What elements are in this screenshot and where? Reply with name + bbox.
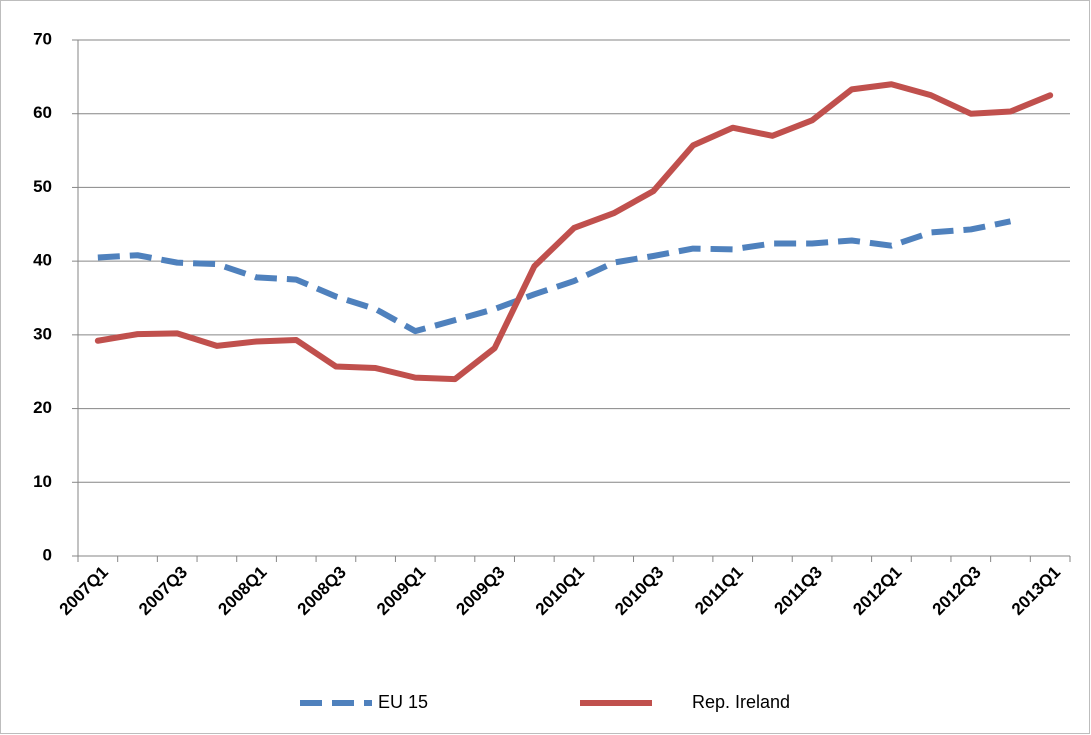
series-line: [97, 218, 1012, 335]
y-tick-label: 40: [33, 251, 52, 270]
y-tick-label: 50: [33, 177, 52, 196]
y-tick-label: 0: [43, 545, 52, 564]
legend-label: Rep. Ireland: [692, 692, 790, 712]
y-tick-label: 30: [33, 324, 52, 343]
series-line: [94, 81, 1054, 383]
legend-label: EU 15: [378, 692, 428, 712]
y-tick-label: 20: [33, 398, 52, 417]
y-tick-label: 10: [33, 472, 52, 491]
y-tick-label: 70: [33, 29, 52, 48]
y-tick-label: 60: [33, 103, 52, 122]
